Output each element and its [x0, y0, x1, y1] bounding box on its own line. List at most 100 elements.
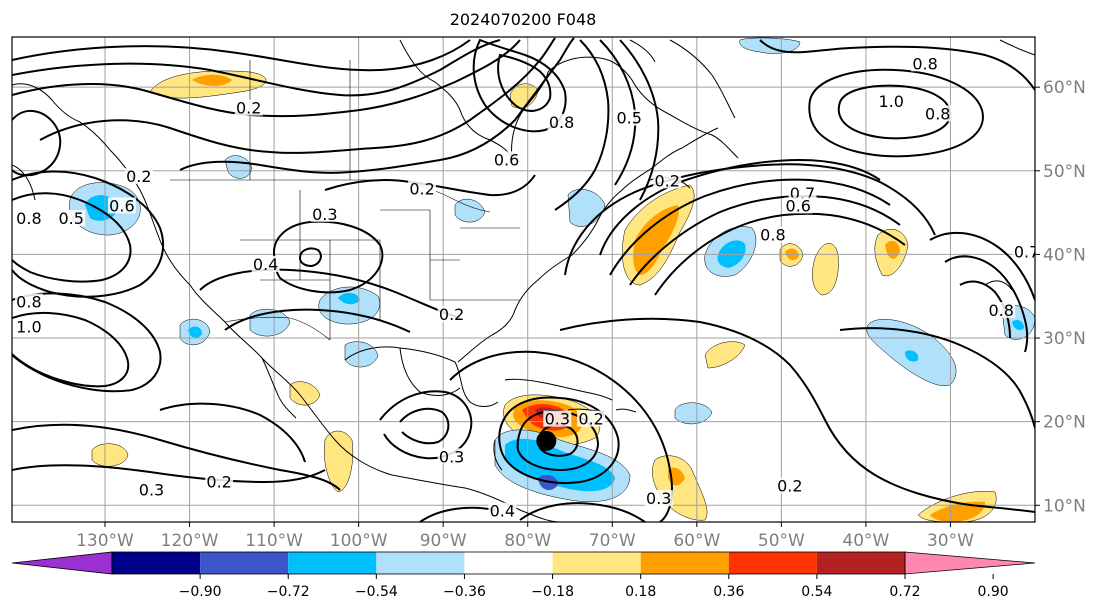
- colorbar-box: [728, 552, 817, 574]
- longitude-ticks: 130°W 120°W 110°W 100°W 90°W 80°W 70°W 60°W 50°W…: [76, 522, 974, 551]
- contour-label: 0.5: [616, 109, 641, 128]
- contour-label: 0.2: [409, 180, 434, 199]
- fill-carib-neg-mid: [505, 438, 615, 492]
- colorbar-tick-label: −0.18: [531, 584, 574, 600]
- contour-label-bg: [758, 226, 787, 243]
- fill-se-carib-pos: [652, 455, 708, 521]
- fill-far-e-neg-core: [1012, 320, 1024, 330]
- contour-label: 1.0: [16, 318, 41, 337]
- fill-pac-pos: [91, 443, 129, 467]
- lat-tick-label: 40°N: [1043, 245, 1086, 265]
- contour-label-bg: [488, 502, 517, 519]
- contour-label: 0.7: [1014, 242, 1039, 261]
- colorbar: −0.90 −0.72 −0.54 −0.36 −0.18 0.18 0.36 0.54 0.7…: [11, 551, 1036, 600]
- contour-label: 0.3: [439, 447, 464, 466]
- colorbar-tick-label: −0.90: [179, 584, 222, 600]
- contour-label-bg: [124, 168, 153, 185]
- fill-ne-neg: [454, 198, 486, 223]
- contour-label-bg: [547, 113, 576, 130]
- fill-nw-pos-core: [192, 74, 232, 86]
- fill-pac-pos-2: [324, 430, 354, 493]
- colorbar-extend-low: [11, 551, 113, 575]
- contour-label-bg: [784, 197, 813, 214]
- lon-tick-label: 40°W: [842, 531, 889, 551]
- lon-tick-label: 30°W: [927, 531, 974, 551]
- map-frame: [11, 36, 1036, 523]
- contour-label: 0.2: [439, 305, 464, 324]
- lat-tick-label: 60°N: [1043, 78, 1086, 98]
- colorbar-box: [112, 552, 201, 574]
- lon-tick-label: 100°W: [330, 531, 388, 551]
- political-borders: [170, 60, 520, 341]
- fill-se-pos-core: [930, 501, 985, 522]
- lat-tick-label: 20°N: [1043, 413, 1086, 433]
- contour-label: 0.3: [139, 481, 164, 500]
- colorbar-box: [376, 552, 465, 574]
- contour-label-bg: [788, 184, 817, 201]
- colorbar-extend-high: [904, 551, 1036, 575]
- contour-label-bg: [987, 301, 1016, 318]
- contour-label: 0.3: [646, 489, 671, 508]
- contour-label-bg: [408, 180, 437, 197]
- contour-label-bg: [57, 209, 86, 226]
- colorbar-box: [464, 552, 553, 574]
- fill-mex-neg-3: [188, 326, 202, 338]
- contour-label: 0.8: [925, 104, 950, 123]
- contour-label: 1.0: [879, 92, 904, 111]
- contour-label-bg: [251, 255, 280, 272]
- contour-label-bg: [14, 209, 43, 226]
- contour-label-bg: [653, 172, 682, 189]
- lon-tick-label: 60°W: [673, 531, 720, 551]
- lat-tick-label: 10°N: [1043, 496, 1086, 516]
- colorbar-tick-label: 0.18: [625, 584, 656, 600]
- contour-label-bg: [14, 318, 43, 335]
- contour-label: 0.2: [578, 410, 603, 429]
- fill-bermuda-pos: [704, 341, 746, 369]
- contour-label: 0.4: [253, 255, 278, 274]
- contour-label-bg: [911, 55, 940, 72]
- graticule: [12, 37, 1035, 522]
- colorbar-box: [640, 552, 729, 574]
- figure-title: 2024070200 F048: [450, 10, 597, 29]
- lat-tick-label: 50°N: [1043, 162, 1086, 182]
- contour-label: 0.3: [312, 205, 337, 224]
- fill-gulf-neg-core: [338, 292, 360, 305]
- contour-label-bg: [137, 481, 166, 498]
- contour-label: 0.8: [912, 54, 937, 73]
- fill-atl-pos-core: [633, 205, 679, 275]
- contour-label: 0.2: [126, 167, 151, 186]
- contour-label: 0.6: [494, 150, 519, 169]
- colorbar-tick-label: −0.72: [267, 584, 310, 600]
- fill-gulf-neg: [318, 286, 380, 325]
- contour-label: 0.2: [206, 472, 231, 491]
- fill-mex-neg: [249, 308, 291, 337]
- colorbar-tick-label: 0.90: [978, 584, 1009, 600]
- contour-label: 0.5: [58, 209, 83, 228]
- fill-eatl-neg-core: [905, 350, 919, 362]
- colorbar-tick-label: 0.36: [713, 584, 744, 600]
- contour-label-bg: [437, 306, 466, 323]
- contour-label: 0.6: [786, 196, 811, 215]
- contour-label-bg: [775, 477, 804, 494]
- lon-tick-label: 120°W: [161, 531, 219, 551]
- map-panel: 0.2 0.2 0.3 0.4 0.2 0.3 0.3 0.2 0.3 0.3 0.2 0.7 0.8 0…: [12, 37, 1039, 522]
- contour-label: 0.8: [16, 209, 41, 228]
- contour-label-bg: [1012, 243, 1035, 260]
- contour-label: 0.8: [988, 301, 1013, 320]
- colorbar-tick-label: −0.36: [443, 584, 486, 600]
- contour-lines: [12, 37, 1035, 522]
- contour-label-bg: [310, 205, 339, 222]
- fill-pac-pos-3: [289, 381, 321, 406]
- colorbar-box: [200, 552, 289, 574]
- lon-tick-label: 50°W: [758, 531, 805, 551]
- lat-tick-label: 30°N: [1043, 329, 1086, 349]
- contour-label-bg: [543, 410, 572, 427]
- contour-label: 0.8: [16, 293, 41, 312]
- lon-tick-label: 70°W: [589, 531, 636, 551]
- lon-tick-label: 130°W: [76, 531, 134, 551]
- contour-label-bg: [577, 410, 606, 427]
- colorbar-box: [552, 552, 641, 574]
- contour-label-bg: [923, 105, 952, 122]
- contour-label: 0.3: [545, 410, 570, 429]
